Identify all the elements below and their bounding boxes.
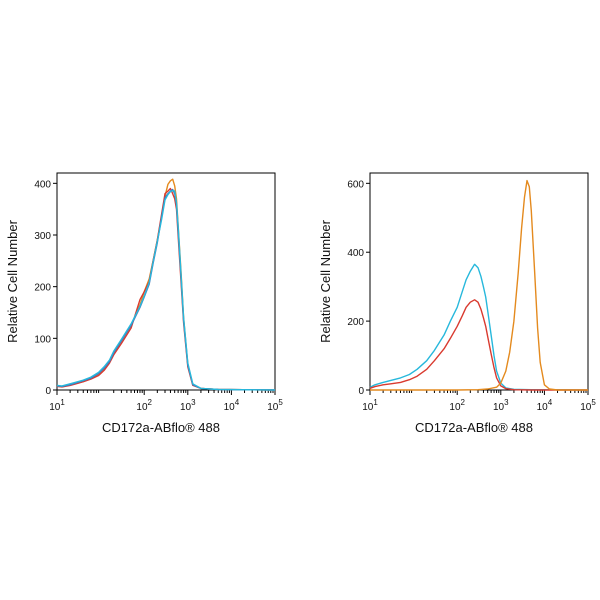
y-tick-label: 0: [45, 386, 51, 397]
histogram-series-1: [56, 187, 276, 391]
y-tick-label: 0: [358, 386, 364, 397]
x-tick-label: 101: [49, 398, 65, 413]
histogram-series-2: [56, 188, 276, 391]
y-tick-label: 200: [34, 283, 51, 294]
x-axis-title: CD172a-ABflo® 488: [415, 420, 533, 435]
y-tick-label: 300: [34, 231, 51, 242]
x-axis-title: CD172a-ABflo® 488: [102, 420, 220, 435]
x-tick-label: 104: [537, 398, 553, 413]
histogram-series-2: [370, 179, 588, 391]
x-tick-label: 101: [362, 398, 378, 413]
histogram-series-0: [369, 263, 589, 391]
histogram-series-1: [369, 299, 588, 391]
x-tick-label: 105: [267, 398, 283, 413]
histogram-panel-left: 0 100 200 300 400 101 102 103 104 105 CD172a-ABflo…: [5, 172, 283, 435]
y-tick-label: 200: [347, 317, 364, 328]
plot-frame: [56, 172, 276, 391]
x-tick-label: 104: [224, 398, 240, 413]
y-axis-title: Relative Cell Number: [318, 219, 333, 342]
histogram-series-3: [56, 189, 276, 391]
histogram-panel-right: 0 200 400 600 101 102 103 104 105 CD172a-ABflo® 4…: [318, 172, 596, 435]
y-tick-label: 400: [34, 179, 51, 190]
y-tick-label: 400: [347, 248, 364, 259]
x-tick-label: 102: [449, 398, 465, 413]
y-tick-label: 100: [34, 334, 51, 345]
x-tick-label: 103: [493, 398, 509, 413]
histogram-series-0: [56, 178, 276, 391]
x-tick-label: 103: [180, 398, 196, 413]
plot-frame: [369, 172, 589, 391]
x-tick-label: 102: [136, 398, 152, 413]
x-tick-label: 105: [580, 398, 596, 413]
y-axis-title: Relative Cell Number: [5, 219, 20, 342]
y-tick-label: 600: [347, 179, 364, 190]
